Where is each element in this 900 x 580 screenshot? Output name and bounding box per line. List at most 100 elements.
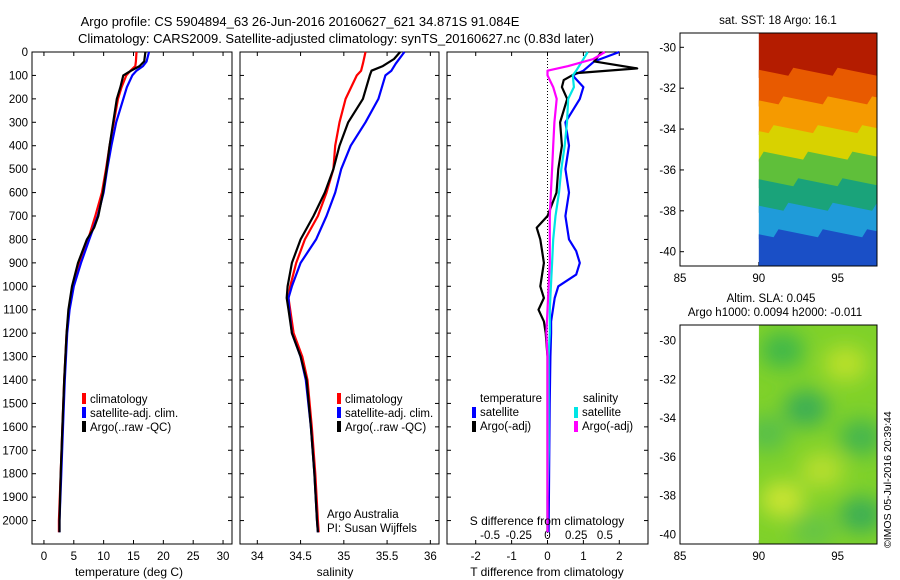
temperature-panel-frame xyxy=(31,51,233,545)
credit-line1: Argo Australia xyxy=(327,509,399,521)
x-tick-label: 34.5 xyxy=(289,551,311,563)
map-x-tick-label: 85 xyxy=(674,273,687,285)
y-tick-label: 300 xyxy=(9,117,28,129)
map-y-tick-label: -38 xyxy=(659,206,676,218)
sst-band xyxy=(758,151,877,189)
temperature-legend: climatology satellite-adj. clim. Argo(..… xyxy=(82,393,178,434)
x-tick-label: 0 xyxy=(41,551,47,563)
legend-label-argo: Argo(..raw -QC) xyxy=(90,422,171,434)
y-tick-label: 1500 xyxy=(2,398,28,410)
map-x-tick-label: 85 xyxy=(674,551,687,563)
series-line-satellite-adj-clim xyxy=(58,51,151,533)
legend-label-satellite: satellite-adj. clim. xyxy=(345,408,433,420)
difference-chart: -2 -1 0 1 2 -0.5 -0.25 0 0.25 0.5 xyxy=(447,50,648,563)
x-tick-label: -1 xyxy=(506,551,516,563)
y-tick-label: 900 xyxy=(9,258,28,270)
difference-legend: temperature salinity satellite Argo(-adj… xyxy=(472,393,633,433)
x-tick-label: 0 xyxy=(544,551,550,563)
series-line-temperature-satellite xyxy=(547,50,620,533)
sla-map: 85 90 95 -30 -32 -34 -36 -38 -40 xyxy=(659,325,877,563)
legend-swatch-temp-argo xyxy=(472,421,476,432)
sla-blob xyxy=(791,512,836,544)
salinity-xlabel: salinity xyxy=(317,565,354,579)
legend-swatch-temp-satellite xyxy=(472,407,476,418)
sla-map-frame xyxy=(679,324,878,545)
x2-tick-label: -0.5 xyxy=(480,530,500,542)
map-x-tick-label: 95 xyxy=(831,551,844,563)
y-tick-label: 1000 xyxy=(2,281,28,293)
sla-blob xyxy=(799,452,844,489)
header-title-line2: Climatology: CARS2009. Satellite-adjuste… xyxy=(78,31,594,46)
map-y-tick-label: -36 xyxy=(659,165,676,177)
t-difference-xlabel: T difference from climatology xyxy=(470,565,624,579)
series-line-argo-raw-qc xyxy=(285,51,401,533)
legend-title-salinity: salinity xyxy=(583,393,618,405)
legend-label-sal-satellite: satellite xyxy=(582,407,621,419)
y-tick-label: 200 xyxy=(9,94,28,106)
x-tick-label: 30 xyxy=(217,551,230,563)
legend-swatch-satellite xyxy=(337,407,341,418)
map-y-tick-label: -32 xyxy=(659,374,676,386)
y-tick-label: 1400 xyxy=(2,375,28,387)
temperature-xlabel: temperature (deg C) xyxy=(75,565,183,579)
timestamp: ©IMOS 05-Jul-2016 20:39:44 xyxy=(882,411,894,548)
legend-label-argo: Argo(..raw -QC) xyxy=(345,422,426,434)
sst-field xyxy=(758,33,877,266)
x-tick-label: 34 xyxy=(251,551,264,563)
map-y-tick-label: -40 xyxy=(659,529,676,541)
map-y-tick-label: -34 xyxy=(659,124,676,136)
salinity-panel-frame xyxy=(239,51,440,545)
sst-band xyxy=(758,33,877,78)
map-y-tick-label: -30 xyxy=(659,42,676,54)
x2-tick-label: 0.25 xyxy=(565,530,587,542)
temperature-chart: 0 5 10 15 20 25 300100200300400500600700800900… xyxy=(2,47,232,563)
y-tick-label: 1600 xyxy=(2,422,28,434)
y-tick-label: 0 xyxy=(22,47,28,59)
sst-band xyxy=(758,96,877,136)
sla-empty-area xyxy=(680,325,759,544)
credit-line2: PI: Susan Wijffels xyxy=(327,523,417,535)
salinity-chart: 34 34.5 35 35.5 36 xyxy=(240,51,439,563)
y-tick-label: 500 xyxy=(9,164,28,176)
map-x-tick-label: 90 xyxy=(752,273,765,285)
sla-blob xyxy=(839,496,877,533)
legend-title-temperature: temperature xyxy=(480,393,542,405)
header-title-line1: Argo profile: CS 5904894_63 26-Jun-2016 … xyxy=(81,14,520,29)
map-y-tick-label: -38 xyxy=(659,491,676,503)
x2-tick-label: -0.25 xyxy=(506,530,532,542)
legend-label-temp-satellite: satellite xyxy=(480,407,519,419)
y-tick-label: 1700 xyxy=(2,445,28,457)
map-x-tick-label: 95 xyxy=(831,273,844,285)
y-tick-label: 1300 xyxy=(2,352,28,364)
legend-label-satellite: satellite-adj. clim. xyxy=(90,408,178,420)
x2-tick-label: 0.5 xyxy=(597,530,613,542)
x-tick-label: 15 xyxy=(127,551,140,563)
sla-blobs xyxy=(744,332,877,544)
series-line-temperature-argo-adj xyxy=(535,51,639,533)
map-y-tick-label: -34 xyxy=(659,413,676,425)
x2-tick-label: 0 xyxy=(544,530,550,542)
legend-swatch-argo xyxy=(337,421,341,432)
x-tick-label: 2 xyxy=(616,551,622,563)
series-line-argo-raw-qc xyxy=(58,51,147,533)
sla-blob xyxy=(823,345,868,382)
y-tick-label: 100 xyxy=(9,70,28,82)
sla-blob xyxy=(760,481,805,518)
x-tick-label: 5 xyxy=(71,551,77,563)
x-tick-label: -2 xyxy=(471,551,481,563)
sst-band xyxy=(758,202,877,240)
legend-swatch-sal-argo xyxy=(574,421,578,432)
legend-label-temp-argo: Argo(-adj) xyxy=(480,421,531,433)
x-tick-label: 1 xyxy=(580,551,586,563)
legend-swatch-climatology xyxy=(82,393,86,404)
map-x-tick-label: 90 xyxy=(752,551,765,563)
y-tick-label: 1800 xyxy=(2,469,28,481)
x-tick-label: 20 xyxy=(157,551,170,563)
legend-swatch-argo xyxy=(82,421,86,432)
legend-swatch-sal-satellite xyxy=(574,407,578,418)
map-y-tick-label: -40 xyxy=(659,247,676,259)
sst-band xyxy=(758,178,877,213)
series-line-salinity-argo-adj xyxy=(545,51,606,533)
sla-blob xyxy=(760,332,805,369)
